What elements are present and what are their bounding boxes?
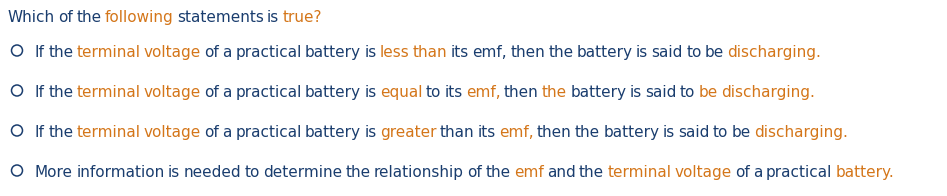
Text: of: of [59,10,73,25]
Text: is: is [267,10,279,25]
Text: statements: statements [177,10,264,25]
Text: to: to [687,45,702,60]
Text: then: then [504,85,539,100]
Text: voltage: voltage [144,85,201,100]
Text: the: the [48,125,73,140]
Text: its: its [444,85,462,100]
Text: is: is [365,125,376,140]
Text: to: to [425,85,441,100]
Text: to: to [713,125,728,140]
Text: the: the [575,125,600,140]
Text: of: of [205,85,219,100]
Text: the: the [48,45,73,60]
Text: practical: practical [235,85,301,100]
Text: If: If [35,45,45,60]
Text: terminal: terminal [77,45,140,60]
Text: discharging.: discharging. [721,85,814,100]
Text: than: than [439,125,474,140]
Text: If: If [35,85,45,100]
Text: Which: Which [8,10,55,25]
Text: greater: greater [380,125,437,140]
Text: the: the [548,45,573,60]
Text: battery: battery [305,125,361,140]
Text: terminal: terminal [77,85,140,100]
Text: voltage: voltage [144,45,201,60]
Text: and: and [546,165,576,180]
Text: following: following [105,10,173,25]
Text: is: is [630,85,642,100]
Text: information: information [77,165,165,180]
Text: is: is [365,45,376,60]
Text: the: the [346,165,370,180]
Text: discharging.: discharging. [727,45,821,60]
Text: discharging.: discharging. [754,125,848,140]
Text: is: is [365,85,376,100]
Text: be: be [732,125,751,140]
Text: terminal: terminal [77,125,140,140]
Text: its: its [477,125,495,140]
Text: If: If [35,125,45,140]
Text: the: the [48,85,73,100]
Text: More: More [35,165,73,180]
Text: emf,: emf, [499,125,533,140]
Text: emf,: emf, [473,45,507,60]
Text: of: of [205,125,219,140]
Text: of: of [735,165,750,180]
Text: its: its [451,45,469,60]
Text: terminal: terminal [607,165,671,180]
Text: emf,: emf, [466,85,500,100]
Text: said: said [645,85,676,100]
Text: be: be [698,85,718,100]
Text: of: of [205,45,219,60]
Text: the: the [77,10,101,25]
Text: is: is [168,165,180,180]
Text: of: of [467,165,482,180]
Text: the: the [579,165,604,180]
Text: to: to [680,85,695,100]
Text: said: said [652,45,683,60]
Text: the: the [485,165,510,180]
Text: a: a [223,125,232,140]
Text: then: then [510,45,545,60]
Text: voltage: voltage [144,125,201,140]
Text: than: than [413,45,447,60]
Text: determine: determine [263,165,342,180]
Text: a: a [753,165,762,180]
Text: battery: battery [577,45,633,60]
Text: is: is [663,125,675,140]
Text: equal: equal [380,85,422,100]
Text: to: to [244,165,259,180]
Text: said: said [678,125,709,140]
Text: emf: emf [513,165,544,180]
Text: practical: practical [235,45,301,60]
Text: battery: battery [305,45,361,60]
Text: true?: true? [282,10,322,25]
Text: be: be [705,45,724,60]
Text: battery: battery [570,85,626,100]
Text: is: is [636,45,648,60]
Text: a: a [223,45,232,60]
Text: a: a [223,85,232,100]
Text: battery: battery [305,85,361,100]
Text: the: the [542,85,567,100]
Text: less: less [380,45,409,60]
Text: practical: practical [766,165,832,180]
Text: needed: needed [184,165,241,180]
Text: practical: practical [235,125,301,140]
Text: then: then [537,125,572,140]
Text: battery.: battery. [835,165,894,180]
Text: battery: battery [603,125,659,140]
Text: voltage: voltage [674,165,732,180]
Text: relationship: relationship [374,165,464,180]
